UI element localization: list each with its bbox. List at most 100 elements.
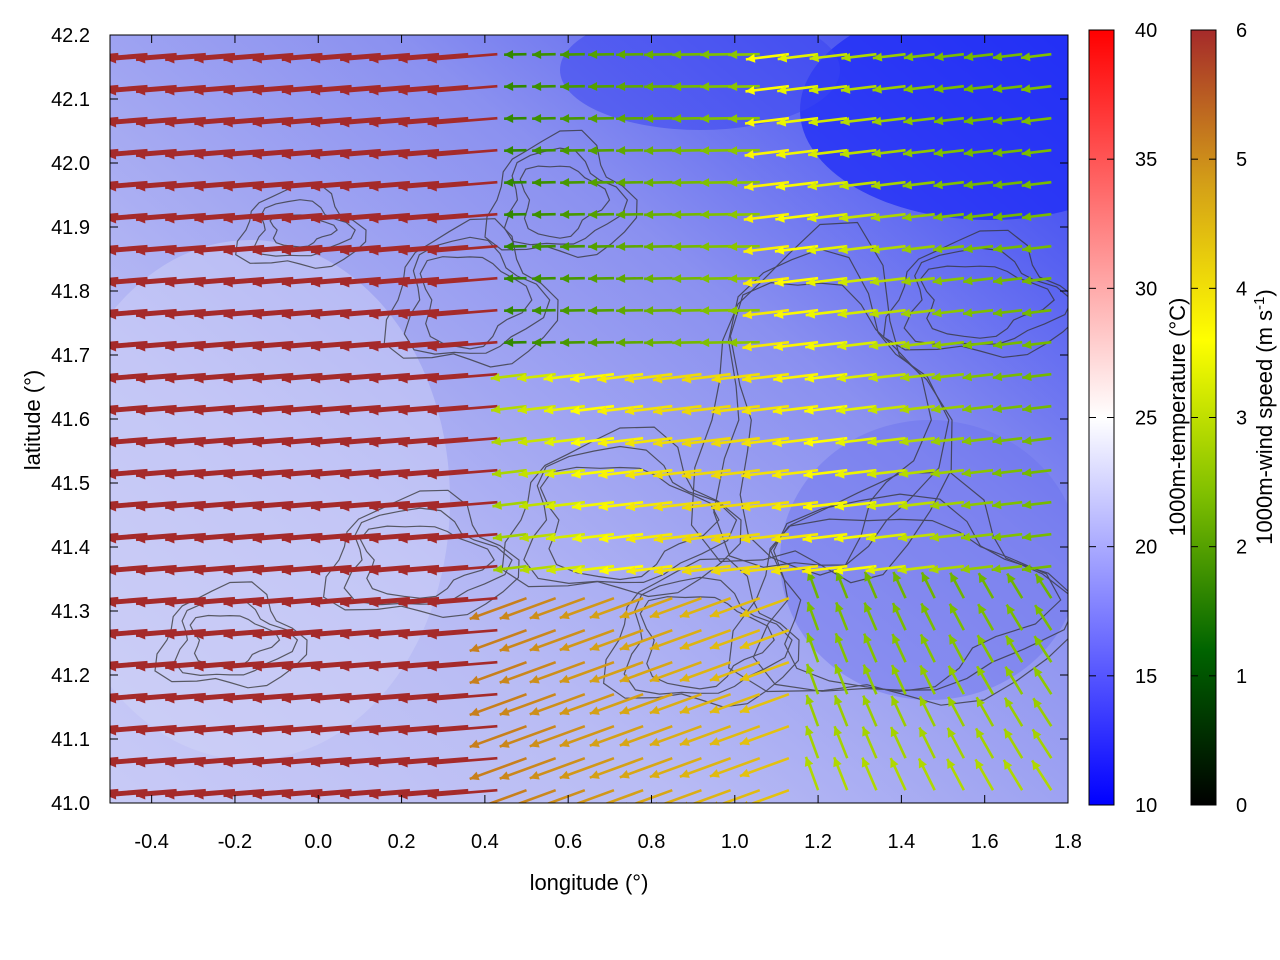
wind-vector [110,564,119,569]
wind-vector-head [700,146,710,156]
wind-vector-head [369,726,379,736]
wind-vector-head [492,500,502,510]
wind-vector-head [544,437,554,447]
wind-vector-head [529,771,540,780]
wind-vector-head [110,54,117,64]
wind-vector-head [739,640,750,650]
wind-vector [427,84,498,94]
wind-vector-head [1033,698,1042,709]
wind-vector-head [903,52,914,62]
wind-vector-head [469,675,480,685]
wind-vector-head [672,338,682,348]
wind-vector-head [491,404,501,414]
wind-vector-head [110,662,117,672]
wind-vector-head [427,342,437,352]
wind-vector-head [281,118,292,128]
wind-vector-head [560,146,570,156]
wind-vector-head [310,630,321,640]
wind-vector [649,628,702,651]
wind-vector [427,180,498,190]
wind-vector-head [833,757,842,768]
wind-vector-head [833,726,843,737]
terrain-contour [752,493,1068,692]
wind-vector-head [546,565,556,575]
wind-vector [427,692,498,702]
wind-vector-head [136,246,146,256]
wind-vector [427,308,498,318]
wind-vector-head [136,182,146,192]
wind-vector [649,724,702,747]
wind-vector [469,692,527,717]
wind-vector-head [136,502,146,512]
wind-vector-head [700,242,710,252]
wind-vector-head [921,603,930,614]
y-tick-label: 41.6 [51,409,90,431]
wind-vector-head [340,342,350,352]
wind-vector-head [932,308,942,318]
wind-vector-head [742,374,752,384]
wind-vector-head [588,338,598,348]
wind-vector-head [532,81,542,91]
wind-vector-head [709,705,720,714]
wind-vector-head [310,342,321,352]
wind-vector-head [1022,308,1032,318]
wind-vector-head [805,694,815,705]
wind-vector-head [369,278,379,288]
wind-vector-head [223,342,233,352]
wind-vector-head [49,567,58,576]
wind-vector-head [963,180,974,190]
wind-vector-head [427,406,437,416]
wind-vector-head [901,244,912,254]
wind-vector [499,756,557,780]
wind-vector-head [931,340,942,350]
wind-vector-head [992,436,1002,446]
wind-vector-head [194,630,204,640]
wind-vector-head [960,564,971,574]
wind-vector-head [310,278,321,288]
wind-vector-head [947,727,956,738]
wind-vector-head [743,246,753,256]
wind-vector-head [223,310,233,320]
wind-vector-head [918,758,927,769]
wind-vector-head [777,53,788,63]
wind-vector-head [992,308,1003,318]
wind-vector-head [963,276,973,286]
wind-vector-head [1022,468,1032,478]
wind-vector-head [1021,564,1032,574]
wind-vector-head [532,337,542,347]
colorbar-tick-label: 40 [1135,20,1157,42]
wind-vector-head [340,630,350,640]
wind-vector-head [806,245,817,255]
wind-vector-head [194,214,204,224]
wind-vector-head [49,311,58,320]
wind-vector-head [599,565,609,575]
wind-vector [427,116,498,126]
wind-vector-head [739,608,750,618]
wind-vector-head [891,696,900,707]
wind-vector-head [560,82,570,92]
wind-vector-head [992,468,1002,478]
wind-vector-head [427,278,437,288]
wind-vector-head [619,706,630,715]
wind-vector-head [78,631,87,640]
wind-vector-head [840,116,850,126]
colorbar-tick-label: 5 [1236,149,1247,171]
wind-vector-head [728,146,738,156]
wind-vector-head [545,533,556,543]
wind-vector-head [589,642,600,651]
wind-vector-head [49,55,58,64]
wind-vector [427,244,498,254]
wind-vector-head [653,470,663,480]
wind-vector-head [194,694,204,704]
wind-vector-head [649,641,660,651]
wind-vector-head [136,310,146,320]
wind-vector-head [398,438,408,448]
wind-vector-head [653,534,664,544]
wind-vector-head [252,86,262,96]
wind-vector-head [544,469,555,479]
wind-vector-head [78,311,87,320]
wind-vector-head [223,54,233,64]
wind-vector-head [252,118,262,128]
colorbar-tick-label: 30 [1135,278,1157,300]
wind-vector-head [398,86,408,96]
